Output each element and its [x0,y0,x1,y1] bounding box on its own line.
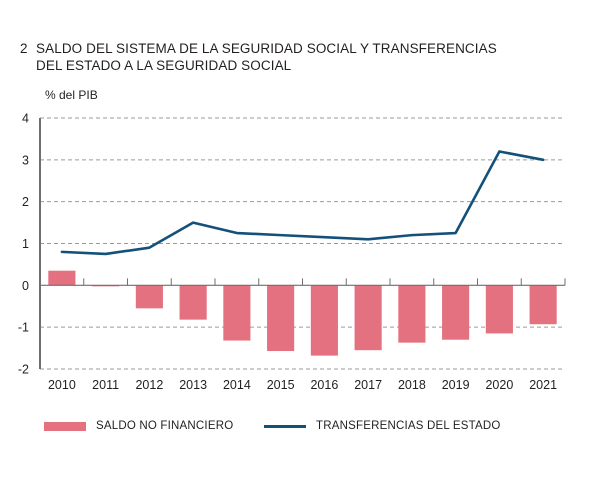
x-tick-label: 2019 [442,378,470,392]
bar-2019 [442,285,470,340]
chart-title-block: 2 SALDO DEL SISTEMA DE LA SEGURIDAD SOCI… [20,40,580,74]
x-tick-label: 2017 [354,378,382,392]
y-axis-unit-label: % del PIB [45,88,98,102]
bar-2010 [48,270,76,286]
x-tick-label: 2012 [135,378,163,392]
bar-2018 [398,285,426,343]
legend-bar-swatch-icon [44,421,86,431]
y-tick-label: 1 [22,237,29,251]
bar-2015 [267,285,295,352]
x-tick-label: 2010 [48,378,76,392]
legend-item-transferencias: TRANSFERENCIAS DEL ESTADO [264,420,501,432]
chart-number: 2 [20,41,28,56]
x-tick-label: 2020 [485,378,513,392]
x-tick-label: 2016 [310,378,338,392]
x-tick-label: 2015 [267,378,295,392]
x-tick-label: 2013 [179,378,207,392]
y-axis-labels-group: 4 3 2 1 0 -1 -2 [18,112,29,377]
bar-2013 [179,285,207,320]
x-axis-ticks-group [83,278,566,286]
title-line-1: SALDO DEL SISTEMA DE LA SEGURIDAD SOCIAL… [36,41,497,56]
gridlines-group [40,117,565,370]
legend-label-transferencias: TRANSFERENCIAS DEL ESTADO [316,420,501,432]
title-line-2: DEL ESTADO A LA SEGURIDAD SOCIAL [36,58,292,73]
bar-2017 [354,285,382,351]
bar-2016 [310,285,338,356]
y-tick-label: -1 [18,321,29,335]
y-tick-label: 4 [22,112,29,126]
line-series-group [60,150,545,256]
legend-line-swatch-icon [264,424,306,428]
bar-2014 [223,285,251,341]
bar-2020 [485,285,513,334]
chart-legend: SALDO NO FINANCIERO TRANSFERENCIAS DEL E… [44,420,501,432]
x-tick-label: 2018 [398,378,426,392]
x-tick-label: 2021 [529,378,557,392]
bar-2021 [529,285,557,325]
legend-item-saldo: SALDO NO FINANCIERO [44,420,264,432]
y-tick-label: 3 [22,153,29,167]
line-transferencias-del-estado [60,150,545,256]
page-title: SALDO DEL SISTEMA DE LA SEGURIDAD SOCIAL… [36,40,497,74]
x-tick-label: 2011 [92,378,119,392]
legend-label-saldo: SALDO NO FINANCIERO [96,420,234,432]
y-tick-label: 0 [22,279,29,293]
bar-series-group [48,270,557,356]
bar-2012 [135,285,163,309]
y-tick-label: -2 [18,363,29,377]
x-tick-label: 2014 [223,378,251,392]
x-axis-labels-group: 2010 2011 2012 2013 2014 2015 2016 2017 2018 2019… [48,378,557,392]
y-tick-label: 2 [22,195,29,209]
